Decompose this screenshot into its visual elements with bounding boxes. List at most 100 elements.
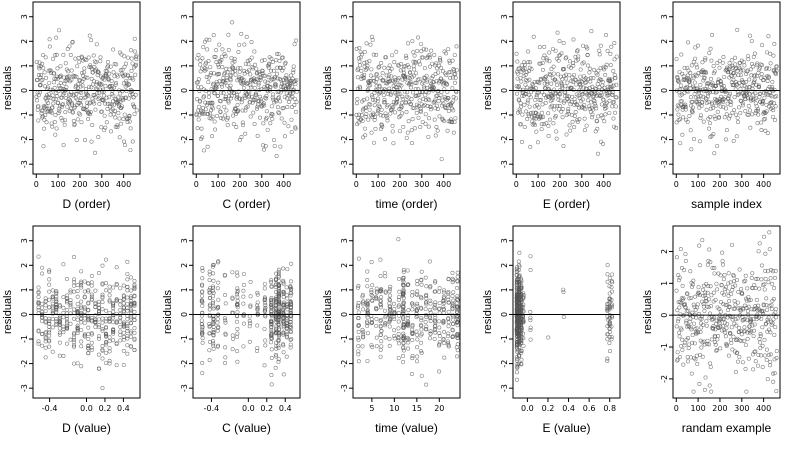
data-point: [370, 283, 375, 288]
data-point: [75, 282, 80, 287]
data-point: [455, 286, 460, 291]
data-point: [56, 110, 61, 115]
data-point: [199, 126, 204, 131]
data-point: [120, 73, 125, 78]
data-point: [687, 319, 692, 324]
data-point: [604, 33, 609, 38]
data-point: [274, 346, 279, 351]
data-point: [266, 75, 271, 80]
data-point: [378, 75, 383, 80]
data-point: [274, 276, 279, 281]
data-point: [109, 78, 114, 83]
x-tick-label: 300: [734, 404, 749, 413]
data-point: [742, 63, 747, 68]
data-point: [276, 269, 281, 274]
data-point: [519, 104, 524, 109]
data-point: [734, 134, 739, 139]
data-point: [247, 314, 252, 319]
data-point: [689, 147, 694, 152]
data-point: [218, 99, 223, 104]
data-point: [721, 316, 726, 321]
data-point: [423, 112, 428, 117]
data-point: [455, 342, 460, 347]
data-point: [605, 272, 610, 277]
data-point: [75, 294, 80, 299]
data-point: [291, 68, 296, 73]
data-point: [86, 300, 91, 305]
data-point: [724, 89, 729, 94]
y-tick-label: 0: [340, 312, 349, 317]
data-point: [610, 90, 615, 95]
data-point: [602, 106, 607, 111]
data-point: [770, 282, 775, 287]
data-point: [129, 56, 134, 61]
data-point: [67, 108, 72, 113]
data-point: [64, 85, 69, 90]
data-point: [743, 366, 748, 371]
data-point: [752, 77, 757, 82]
data-point: [452, 68, 457, 73]
data-point: [680, 283, 685, 288]
data-point: [262, 309, 267, 314]
data-point: [771, 114, 776, 119]
data-point: [200, 266, 205, 271]
data-point: [43, 345, 48, 350]
data-point: [101, 93, 106, 98]
data-point: [614, 54, 619, 59]
data-point: [441, 294, 446, 299]
data-point: [268, 298, 273, 303]
data-point: [273, 290, 278, 295]
data-point: [86, 55, 91, 60]
data-point: [96, 334, 101, 339]
data-point: [757, 315, 762, 320]
data-point: [369, 67, 374, 72]
data-point: [273, 278, 278, 283]
data-point: [361, 329, 366, 334]
data-point: [61, 353, 66, 358]
data-point: [114, 265, 119, 270]
data-point: [566, 109, 571, 114]
data-point: [224, 76, 229, 81]
data-point: [409, 97, 414, 102]
data-point: [540, 110, 545, 115]
data-point: [722, 292, 727, 297]
data-point: [419, 318, 424, 323]
data-point: [401, 334, 406, 339]
data-point: [96, 352, 101, 357]
data-point: [408, 80, 413, 85]
data-point: [703, 70, 708, 75]
data-point: [52, 71, 57, 76]
data-point: [107, 358, 112, 363]
data-point: [411, 59, 416, 64]
data-point: [276, 357, 281, 362]
data-point: [80, 83, 85, 88]
data-point: [528, 254, 533, 259]
data-point: [712, 271, 717, 276]
data-point: [419, 269, 424, 274]
data-point: [540, 90, 545, 95]
data-point: [772, 87, 777, 92]
data-point: [742, 325, 747, 330]
data-point: [605, 304, 610, 309]
data-point: [743, 273, 748, 278]
data-point: [239, 31, 244, 36]
data-point: [281, 289, 286, 294]
data-point: [241, 313, 246, 318]
data-point: [235, 310, 240, 315]
data-point: [571, 60, 576, 65]
data-point: [207, 288, 212, 293]
data-point: [262, 307, 267, 312]
data-point: [695, 65, 700, 70]
data-point: [365, 358, 370, 363]
data-point: [771, 68, 776, 73]
data-point: [200, 283, 205, 288]
data-point: [131, 77, 136, 82]
data-point: [199, 318, 204, 323]
data-point: [70, 110, 75, 115]
data-point: [104, 340, 109, 345]
data-point: [694, 315, 699, 320]
points-p1: [34, 28, 139, 155]
data-point: [383, 335, 388, 340]
data-point: [746, 356, 751, 361]
data-point: [46, 108, 51, 113]
